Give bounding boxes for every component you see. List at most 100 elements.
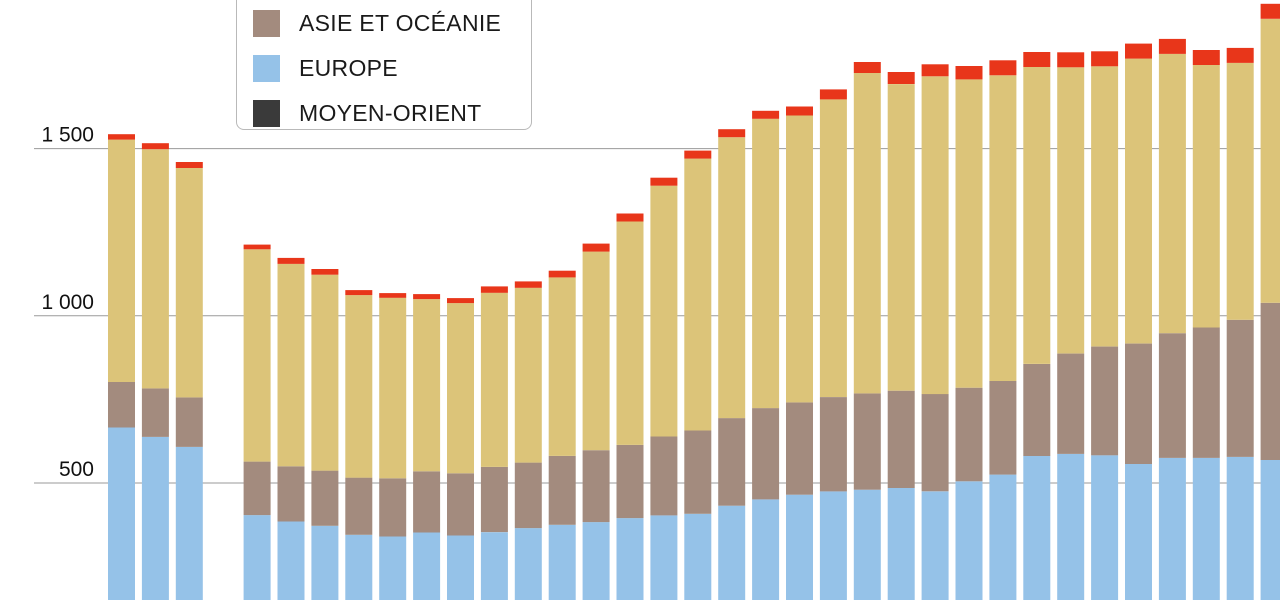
bar-stack-10 [413,294,441,600]
y-tick-label-500: 500 [59,458,94,481]
bar-31-autres [1125,43,1152,59]
bar-20-autres [752,110,780,119]
bar-stack-14 [548,270,576,600]
bar-12-europe [480,532,508,600]
bar-23-asie-oceanie [853,393,881,490]
bar-stack-27 [989,60,1017,600]
bar-24-asie-oceanie [887,390,915,488]
bar-stack-15 [582,243,610,600]
bar-30-autres [1091,51,1119,67]
bar-20-europe [752,499,780,600]
bar-32-autres [1158,38,1186,54]
bar-32-asie-oceanie [1158,333,1186,458]
legend-swatch-europe [253,54,280,82]
legend-label-europe: EUROPE [299,54,398,81]
bar-35-europe [1260,459,1280,600]
bar-stack-1 [108,134,135,600]
bar-stack-28 [1023,52,1051,600]
bar-18-asie-oceanie [684,430,712,514]
bar-27-amerique [989,75,1017,382]
bar-11-amerique [447,303,474,474]
bar-21-europe [786,494,813,600]
bar-34-amerique [1226,63,1254,320]
bar-34-autres [1226,47,1254,63]
bar-30-europe [1091,455,1119,600]
bar-22-asie-oceanie [819,397,847,492]
bar-3-europe [175,446,203,600]
bar-29-autres [1057,52,1085,68]
legend-item-moyen-orient: MOYEN-ORIENT [253,99,482,127]
bar-stack-31 [1125,43,1152,600]
bar-stack-2 [141,143,169,600]
bar-5-amerique [243,249,271,462]
bar-stack-32 [1158,38,1186,600]
bar-11-asie-oceanie [447,473,474,536]
bar-stack-33 [1192,50,1220,600]
bar-20-asie-oceanie [752,408,780,500]
bar-29-amerique [1057,67,1085,354]
bar-11-europe [447,535,474,600]
bar-25-asie-oceanie [921,394,949,492]
bar-32-amerique [1158,54,1186,334]
bar-19-europe [718,505,746,600]
bar-27-asie-oceanie [989,381,1017,475]
bar-27-autres [989,60,1017,76]
bar-30-amerique [1091,66,1119,347]
bar-5-asie-oceanie [243,461,271,516]
bar-18-europe [684,513,712,600]
bar-stack-34 [1226,47,1254,600]
bar-27-europe [989,474,1017,600]
bar-9-asie-oceanie [379,478,407,537]
bar-16-asie-oceanie [616,444,644,519]
bar-33-autres [1192,50,1220,65]
bar-17-autres [650,177,678,186]
bar-23-europe [853,489,881,600]
bar-24-europe [887,488,915,600]
bar-6-amerique [277,264,305,467]
y-tick-label-1000: 1 000 [41,291,94,314]
bar-9-autres [379,293,407,298]
bar-15-amerique [582,251,610,451]
bar-12-amerique [480,292,508,467]
bar-16-autres [616,213,644,222]
legend-label-asie-oceanie: ASIE ET OCÉANIE [299,9,502,36]
bar-13-amerique [514,287,542,463]
bar-15-asie-oceanie [582,450,610,523]
bar-14-asie-oceanie [548,455,576,525]
bar-21-asie-oceanie [786,402,813,495]
bar-35-asie-oceanie [1260,302,1280,460]
bar-17-asie-oceanie [650,436,678,516]
bar-12-asie-oceanie [480,466,508,533]
bar-31-asie-oceanie [1125,343,1152,464]
legend-swatch-asie-oceanie [253,9,280,37]
bar-19-asie-oceanie [718,418,746,506]
bar-34-europe [1226,456,1254,600]
bar-21-amerique [786,115,813,403]
bar-34-asie-oceanie [1226,319,1254,457]
bar-stack-22 [819,89,847,600]
bar-25-amerique [921,76,949,395]
bar-25-autres [921,64,949,77]
bar-stack-17 [650,177,678,600]
bar-stack-35 [1260,3,1280,600]
bar-25-europe [921,491,949,600]
bar-1-asie-oceanie [108,382,135,428]
bar-20-amerique [752,118,780,409]
bar-5-europe [243,515,271,600]
bar-stack-12 [480,286,508,600]
bar-14-amerique [548,277,576,456]
bar-18-amerique [684,158,712,431]
bar-11-autres [447,298,474,304]
legend-swatch-moyen-orient [253,99,280,127]
bar-28-amerique [1023,67,1051,364]
bar-30-asie-oceanie [1091,346,1119,456]
bar-28-asie-oceanie [1023,364,1051,456]
bar-24-autres [887,72,915,84]
bar-33-amerique [1192,65,1220,328]
bar-29-europe [1057,453,1085,600]
bar-14-autres [548,270,576,278]
bar-1-europe [108,427,135,600]
bar-22-amerique [819,99,847,398]
bar-33-europe [1192,457,1220,600]
bars [108,3,1280,600]
